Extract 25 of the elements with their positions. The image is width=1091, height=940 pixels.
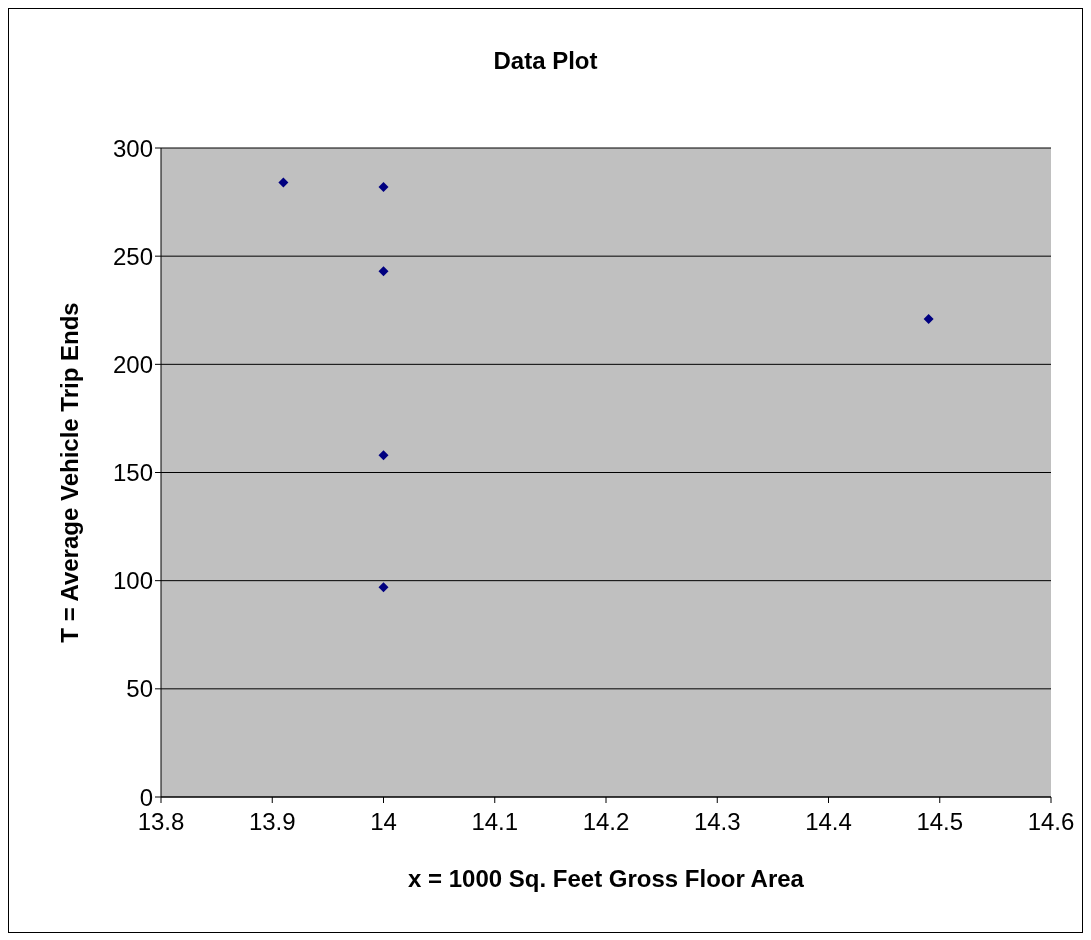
point bbox=[378, 450, 389, 461]
point bbox=[378, 582, 389, 593]
y-tick-label: 150 bbox=[112, 459, 153, 487]
point bbox=[278, 177, 289, 188]
x-tick-label: 14.5 bbox=[916, 808, 964, 836]
y-tick-label: 250 bbox=[112, 242, 153, 270]
y-tick-label: 0 bbox=[139, 783, 153, 811]
x-tick-label: 14.3 bbox=[693, 808, 741, 836]
x-tick-label: 14.6 bbox=[1027, 808, 1075, 836]
y-axis-title: T = Average Vehicle Trip Ends bbox=[55, 302, 83, 643]
x-tick-label: 14 bbox=[370, 808, 397, 836]
x-tick-label: 14.2 bbox=[582, 808, 630, 836]
y-tick-label: 100 bbox=[112, 567, 153, 595]
x-axis-title: x = 1000 Sq. Feet Gross Floor Area bbox=[408, 865, 805, 892]
y-tick-label: 300 bbox=[112, 134, 153, 162]
chart-title: Data Plot bbox=[492, 47, 599, 75]
point bbox=[923, 313, 934, 324]
point bbox=[378, 266, 389, 277]
x-tick-label: 13.8 bbox=[137, 808, 185, 836]
x-tick-label: 14.1 bbox=[471, 808, 519, 836]
y-tick-label: 50 bbox=[126, 675, 153, 703]
x-tick-label: 14.4 bbox=[805, 808, 852, 836]
y-tick-label: 200 bbox=[112, 350, 153, 378]
x-tick-label: 13.9 bbox=[248, 808, 296, 836]
point bbox=[378, 181, 389, 192]
